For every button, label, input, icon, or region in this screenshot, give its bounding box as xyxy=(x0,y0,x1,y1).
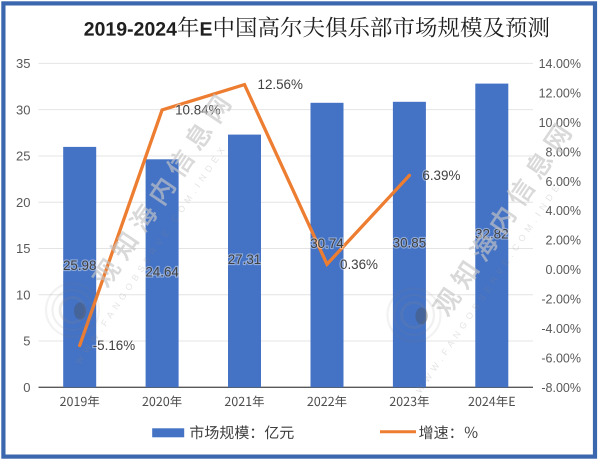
svg-text:0.36%: 0.36% xyxy=(340,257,378,272)
svg-text:6.00%: 6.00% xyxy=(546,175,581,189)
svg-text:6.39%: 6.39% xyxy=(422,168,460,183)
svg-text:0.00%: 0.00% xyxy=(546,263,581,277)
svg-text:-5.16%: -5.16% xyxy=(93,338,136,353)
svg-text:25.98: 25.98 xyxy=(63,258,97,273)
svg-text:-8.00%: -8.00% xyxy=(541,381,581,395)
svg-text:15: 15 xyxy=(16,241,30,256)
svg-text:10: 10 xyxy=(16,287,30,302)
svg-text:4.00%: 4.00% xyxy=(546,204,581,218)
svg-text:12.56%: 12.56% xyxy=(258,77,304,92)
svg-text:24.64: 24.64 xyxy=(145,264,179,279)
svg-text:-6.00%: -6.00% xyxy=(541,352,581,366)
svg-text:20: 20 xyxy=(16,195,30,210)
svg-text:2.00%: 2.00% xyxy=(546,234,581,248)
svg-text:5: 5 xyxy=(23,334,30,349)
svg-text:10.00%: 10.00% xyxy=(539,116,581,130)
svg-text:0: 0 xyxy=(23,380,30,395)
svg-text:30.85: 30.85 xyxy=(393,236,427,251)
svg-text:14.00%: 14.00% xyxy=(539,57,581,71)
svg-text:25: 25 xyxy=(16,149,30,164)
svg-text:-2.00%: -2.00% xyxy=(541,293,581,307)
svg-text:27.31: 27.31 xyxy=(228,252,262,267)
svg-text:30: 30 xyxy=(16,102,30,117)
svg-text:12.00%: 12.00% xyxy=(539,86,581,100)
svg-text:8.00%: 8.00% xyxy=(546,145,581,159)
svg-text:35: 35 xyxy=(16,56,30,71)
svg-text:30.74: 30.74 xyxy=(310,236,344,251)
svg-text:-4.00%: -4.00% xyxy=(541,322,581,336)
